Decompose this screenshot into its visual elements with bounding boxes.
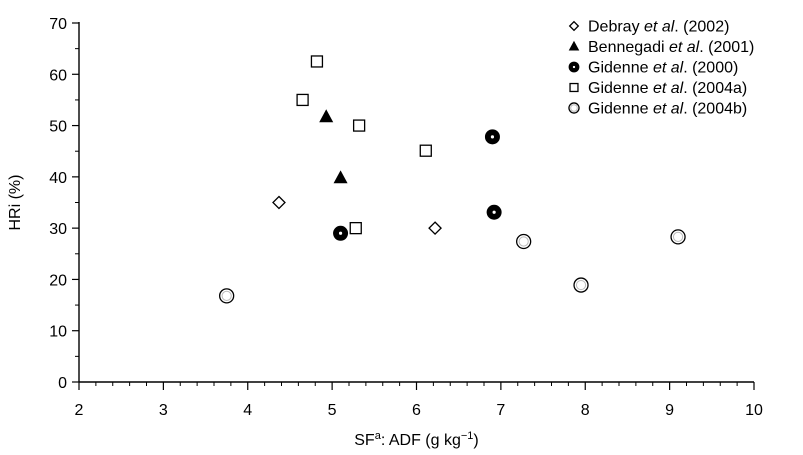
x-tick-label: 5 [328,402,337,419]
x-tick-label: 9 [665,402,674,419]
point-filled-circle-2-1 [484,129,500,145]
x-tick-label: 10 [745,402,763,419]
data-points [219,55,686,304]
x-tick-label: 2 [75,402,84,419]
legend-marker-diamond [568,20,580,32]
point-square-3-3 [352,119,366,132]
y-tick-label: 50 [49,119,67,136]
legend-label: Gidenne et al. (2004a) [588,80,747,97]
legend: Debray et al. (2002) Bennegadi et al. (20… [568,19,754,118]
legend-marker-triangle [568,40,580,51]
point-open-circle-4-3 [670,229,686,245]
x-tick-label: 7 [496,402,505,419]
y-tick-label: 0 [58,375,67,392]
point-diamond-0-1 [428,221,442,236]
legend-label: Gidenne et al. (2004b) [588,101,747,118]
legend-item-2: Gidenne et al. (2000) [568,60,738,77]
point-open-circle-4-1 [516,233,532,250]
y-tick-label: 60 [49,67,67,84]
legend-label: Gidenne et al. (2000) [588,60,738,77]
x-tick-label: 6 [412,402,421,419]
point-square-3-4 [419,144,432,157]
legend-marker-open-circle [568,102,580,114]
legend-label: Debray et al. (2002) [588,19,729,36]
point-diamond-0-0 [272,195,286,210]
legend-marker-filled-circle [568,61,580,73]
point-triangle-1-1 [333,170,348,184]
point-filled-circle-2-0 [333,225,349,241]
legend-item-0: Debray et al. (2002) [568,19,729,36]
y-tick-label: 40 [49,170,67,187]
y-tick-label: 70 [49,16,67,33]
point-square-3-2 [349,221,362,235]
y-axis-title: HRi (%) [7,175,24,231]
legend-item-3: Gidenne et al. (2004a) [569,80,747,97]
legend-marker-square [569,82,579,93]
legend-item-1: Bennegadi et al. (2001) [568,39,754,56]
point-square-3-0 [296,93,309,107]
y-tick-label: 30 [49,221,67,238]
y-tick-label: 10 [49,324,67,341]
point-square-3-1 [310,55,324,68]
x-tick-label: 3 [159,402,168,419]
x-tick-label: 4 [243,402,252,419]
x-tick-label: 8 [581,402,590,419]
point-triangle-1-0 [319,109,334,123]
legend-label: Bennegadi et al. (2001) [588,39,754,56]
tick-marks [72,22,755,390]
point-open-circle-4-2 [573,277,589,293]
point-filled-circle-2-2 [486,204,502,220]
legend-item-4: Gidenne et al. (2004b) [568,101,747,118]
x-axis-title: SFa: ADF (g kg−1) [354,430,478,449]
tick-labels: 0 10 20 30 40 50 60 70 2 3 4 5 6 7 8 9 10 [49,16,763,419]
point-open-circle-4-0 [219,288,235,304]
y-tick-label: 20 [49,272,67,289]
